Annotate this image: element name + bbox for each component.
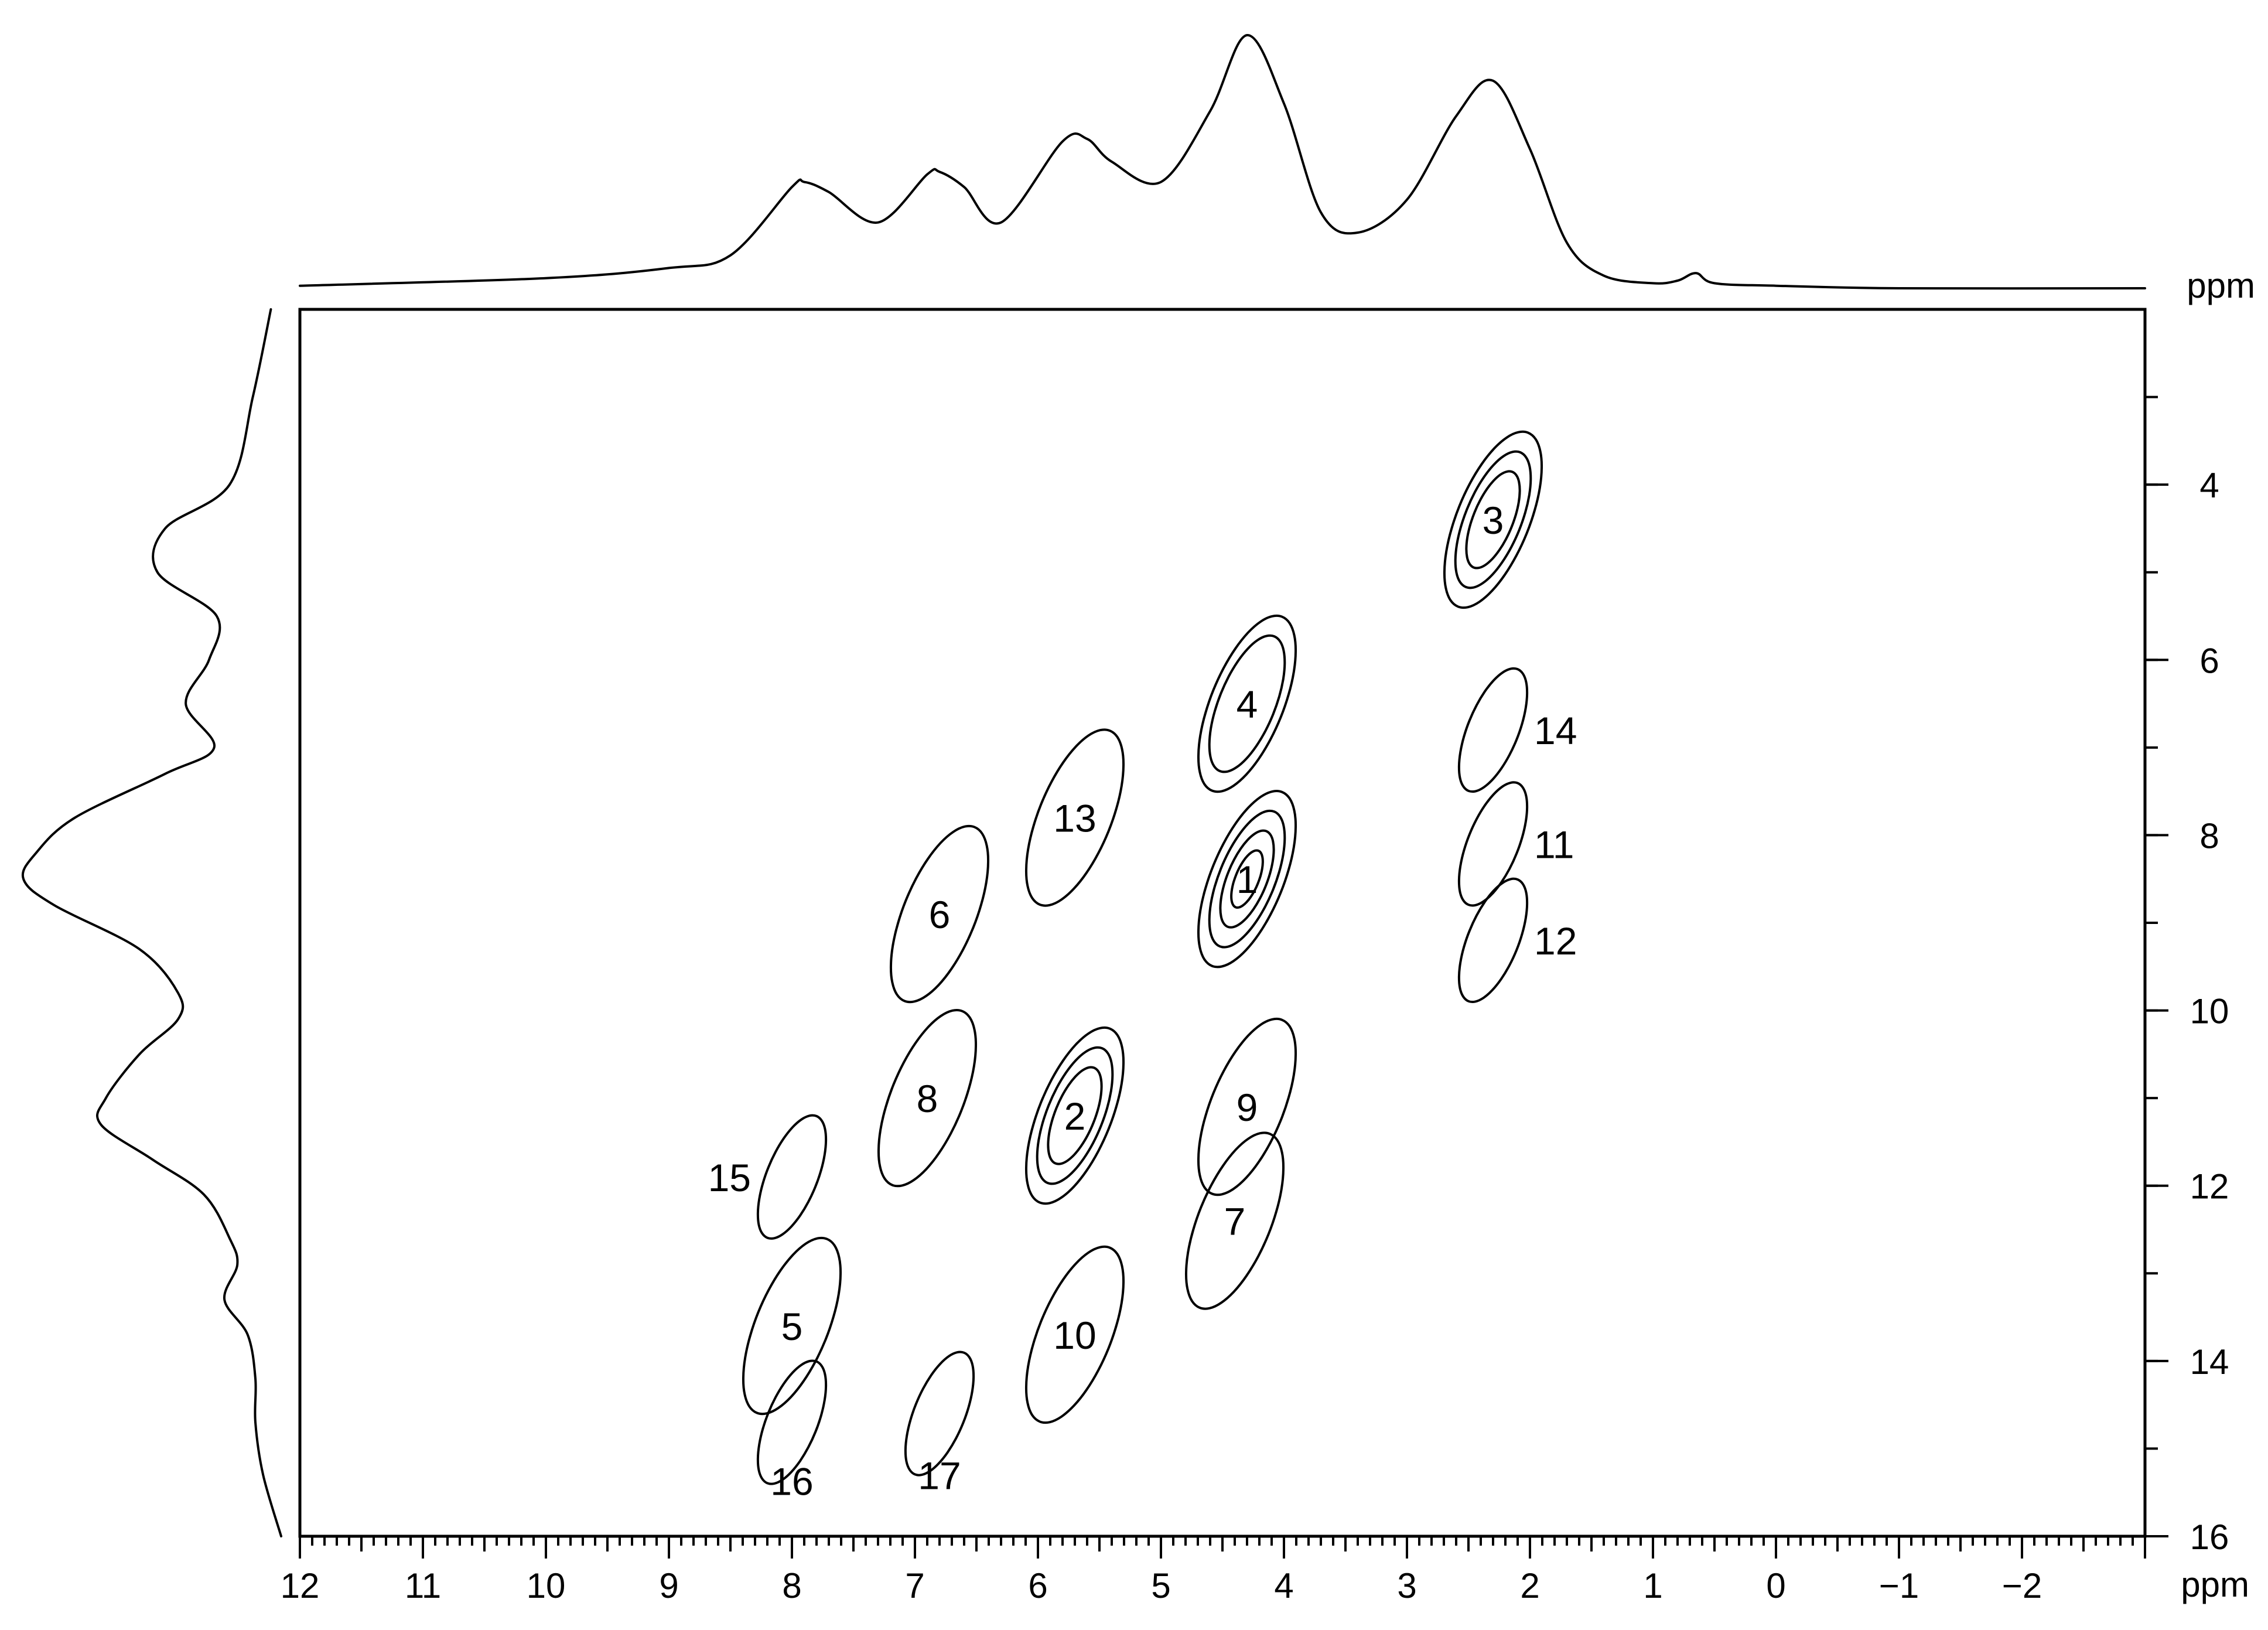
peak-label-15: 15 bbox=[708, 1156, 751, 1199]
contour-peak-9 bbox=[1197, 1017, 1297, 1196]
peak-label-13: 13 bbox=[1053, 797, 1096, 840]
peak-label-16: 16 bbox=[770, 1460, 813, 1503]
peak-label-9: 9 bbox=[1237, 1086, 1258, 1129]
contour-peak-1 bbox=[1197, 790, 1297, 969]
peak-label-11: 11 bbox=[1534, 823, 1574, 866]
contour-peak-2 bbox=[1047, 1066, 1103, 1165]
x-tick-label: 4 bbox=[1274, 1566, 1293, 1605]
x-tick-label: 1 bbox=[1643, 1566, 1662, 1605]
x-tick-label: −1 bbox=[1879, 1566, 1919, 1605]
contour-peak-3 bbox=[1454, 450, 1532, 589]
y-tick-label: 14 bbox=[2190, 1342, 2229, 1382]
contour-peak-6 bbox=[889, 824, 990, 1004]
contour-peak-4 bbox=[1208, 634, 1286, 773]
y-tick-label: 8 bbox=[2199, 816, 2219, 855]
y-tick-label: 10 bbox=[2190, 992, 2229, 1031]
top-projection-trace bbox=[299, 34, 2146, 290]
x-axis-unit-label: ppm bbox=[2181, 1565, 2249, 1604]
y-tick-label: 16 bbox=[2190, 1518, 2229, 1557]
contour-peak-15 bbox=[756, 1114, 828, 1240]
contour-peak-16 bbox=[756, 1359, 828, 1485]
peak-label-14: 14 bbox=[1534, 709, 1577, 752]
x-tick-label: 9 bbox=[659, 1566, 678, 1605]
contour-peak-10 bbox=[1024, 1245, 1125, 1424]
contour-peak-12 bbox=[1457, 877, 1529, 1004]
x-tick-label: 2 bbox=[1520, 1566, 1539, 1605]
x-tick-label: −2 bbox=[2002, 1566, 2042, 1605]
x-tick-label: 7 bbox=[905, 1566, 924, 1605]
x-tick-label: 10 bbox=[527, 1566, 566, 1605]
peak-label-3: 3 bbox=[1483, 499, 1504, 542]
contour-peak-7 bbox=[1184, 1131, 1285, 1310]
contour-peak-13 bbox=[1024, 728, 1125, 907]
contour-peak-4 bbox=[1197, 614, 1297, 793]
peak-label-7: 7 bbox=[1224, 1200, 1246, 1243]
peak-label-8: 8 bbox=[917, 1077, 938, 1120]
contour-peak-2 bbox=[1036, 1046, 1114, 1185]
contour-peak-11 bbox=[1457, 781, 1529, 907]
contour-peak-17 bbox=[904, 1351, 975, 1476]
x-tick-label: 12 bbox=[281, 1566, 320, 1605]
peak-label-6: 6 bbox=[929, 893, 951, 936]
contour-peak-3 bbox=[1443, 430, 1543, 609]
contour-peak-1 bbox=[1219, 829, 1275, 929]
left-projection-trace bbox=[21, 308, 282, 1537]
peak-label-10: 10 bbox=[1053, 1314, 1096, 1357]
left-projection bbox=[21, 308, 282, 1537]
peak-label-5: 5 bbox=[781, 1305, 803, 1348]
contour-peak-1 bbox=[1230, 849, 1264, 909]
y-tick-label: 6 bbox=[2199, 641, 2219, 680]
x-tick-label: 11 bbox=[405, 1566, 441, 1605]
contour-peak-1 bbox=[1208, 809, 1286, 949]
peak-label-12: 12 bbox=[1534, 919, 1577, 963]
peak-label-1: 1 bbox=[1237, 858, 1258, 901]
contour-peak-5 bbox=[742, 1236, 842, 1416]
peak-label-17: 17 bbox=[918, 1454, 961, 1498]
contour-peak-14 bbox=[1457, 667, 1529, 793]
contour-plot bbox=[742, 430, 1543, 1485]
x-tick-label: 8 bbox=[782, 1566, 801, 1605]
x-tick-label: 6 bbox=[1028, 1566, 1047, 1605]
y-axis: 4 6 8 10 12 14 16 bbox=[2145, 395, 2229, 1557]
y-tick-label: 12 bbox=[2190, 1167, 2229, 1206]
peak-label-2: 2 bbox=[1064, 1094, 1086, 1138]
x-tick-label: 5 bbox=[1151, 1566, 1170, 1605]
contour-peak-8 bbox=[877, 1009, 978, 1188]
top-projection-unit-label: ppm bbox=[2187, 266, 2255, 305]
x-axis: 12 11 10 9 8 7 6 5 4 3 2 1 0 −1 −2 bbox=[281, 1536, 2146, 1605]
peak-label-4: 4 bbox=[1237, 683, 1258, 726]
contour-peak-3 bbox=[1465, 470, 1521, 570]
x-tick-label: 3 bbox=[1397, 1566, 1416, 1605]
y-tick-label: 4 bbox=[2199, 466, 2219, 505]
top-projection bbox=[299, 34, 2146, 290]
contour-peak-2 bbox=[1024, 1026, 1125, 1205]
x-tick-label: 0 bbox=[1766, 1566, 1785, 1605]
